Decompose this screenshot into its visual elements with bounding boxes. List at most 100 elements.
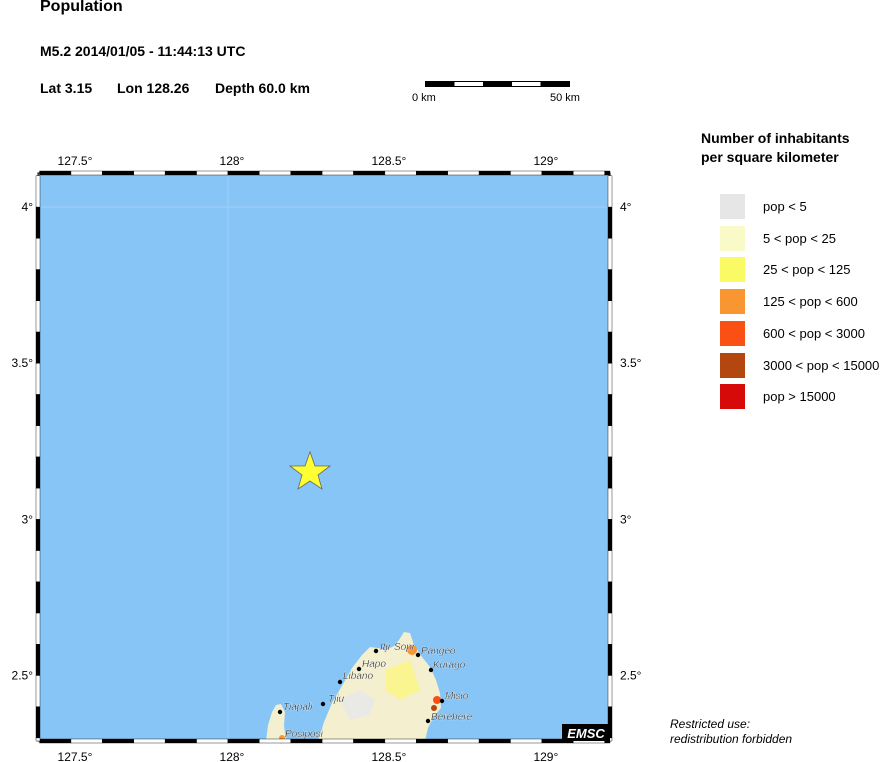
right-border-segment [607,238,613,270]
right-border-segment [607,362,613,395]
top-border-segment [70,170,103,176]
left-border-segment [35,238,41,270]
bottom-border-segment [290,738,323,744]
top-border-segment [259,170,291,176]
top-border-segment [384,170,417,176]
right-border-segment [607,612,613,645]
right-border-segment [607,331,613,364]
right-border-segment [607,643,613,676]
right-border-segment [607,300,613,333]
lon-label-top: 128° [220,154,245,168]
town-label: Posiposi [285,729,324,740]
town-label: Sopi [394,642,415,653]
left-border-segment [35,456,41,489]
right-border-segment [607,456,613,489]
bottom-border-segment [416,738,448,744]
bottom-border-segment [447,738,480,744]
town-marker [439,698,445,704]
top-border-segment [510,170,543,176]
bottom-border-segment [133,738,166,744]
town-label: Itji [380,642,391,653]
epicenter-star-icon [288,450,332,490]
scale-end-label: 50 km [550,92,580,104]
lat-label-right: 3° [620,512,632,526]
legend-label: 125 < pop < 600 [763,294,858,310]
top-border-segment [164,170,197,176]
legend-swatch [720,194,745,219]
town-label: Hapo [362,659,386,670]
left-border-segment [35,269,41,301]
left-border-segment [35,706,41,739]
bottom-border-segment [510,738,543,744]
legend-label: 5 < pop < 25 [763,230,837,246]
legend-label: 600 < pop < 3000 [763,325,865,341]
bottom-border-segment [478,738,511,744]
legend-swatch [720,225,745,251]
sea [38,173,610,741]
right-border-segment [607,269,613,301]
right-border-segment [607,394,613,426]
emsc-badge-text: EMSC [567,726,605,741]
restriction-note-line2: redistribution forbidden [670,732,793,746]
lon-label-bottom: 128° [220,750,245,762]
bottom-border-segment [227,738,260,744]
top-border-segment [39,170,72,176]
left-border-segment [35,581,41,614]
top-border-segment [353,170,386,176]
top-border-segment [604,170,611,176]
lat-label-left: 3.5° [12,356,34,370]
lon-label-top: 128.5° [371,154,406,168]
land-halmahera [266,632,441,741]
lon-label-top: 127.5° [58,154,93,168]
legend-label: pop < 5 [763,199,807,214]
town-marker [337,679,343,685]
top-border-segment [133,170,166,176]
town-label: Berebere [431,712,473,723]
emsc-badge [562,724,610,741]
right-border-segment [607,519,613,551]
lat-label-right: 3.5° [620,356,642,370]
top-border-segment [102,170,134,176]
right-border-segment [607,425,613,458]
left-border-segment [35,737,41,742]
legend-label: 3000 < pop < 15000 [763,357,880,373]
lat-label-left: 3° [22,512,34,526]
town-label: Tjiu [328,694,345,705]
left-border-segment [35,362,41,395]
right-border-segment [607,550,613,582]
bottom-border-segment [102,738,134,744]
legend-swatch [720,384,745,410]
town-marker [415,652,421,658]
lon-label-top: 129° [533,154,558,168]
legend-swatch [720,289,745,315]
right-border-segment [607,206,613,239]
event-depth: Depth 60.0 km [215,80,310,96]
scale-start-label: 0 km [412,92,436,104]
left-border-segment [35,643,41,676]
top-border-segment [321,170,354,176]
town-label: Tiapali [283,702,313,713]
bottom-border-segment [259,738,291,744]
lon-label-bottom: 127.5° [58,750,93,762]
top-border-segment [573,170,605,176]
event-lat: Lat 3.15 [40,80,93,96]
legend-title-line1: Number of inhabitants [701,130,850,146]
bottom-border-segment [196,738,229,744]
left-border-segment [35,519,41,551]
left-border-segment [35,206,41,239]
top-border-segment [196,170,229,176]
bottom-border-segment [164,738,197,744]
town-marker [356,666,362,672]
left-border-segment [35,675,41,707]
left-border-segment [35,487,41,520]
bottom-border-segment [39,738,72,744]
top-border-segment [541,170,574,176]
top-border-segment [227,170,260,176]
legend-swatch [720,320,745,346]
right-border-segment [607,581,613,614]
bottom-border-segment [70,738,103,744]
town-label: Libano [343,671,373,682]
town-label: Kurago [433,660,466,671]
